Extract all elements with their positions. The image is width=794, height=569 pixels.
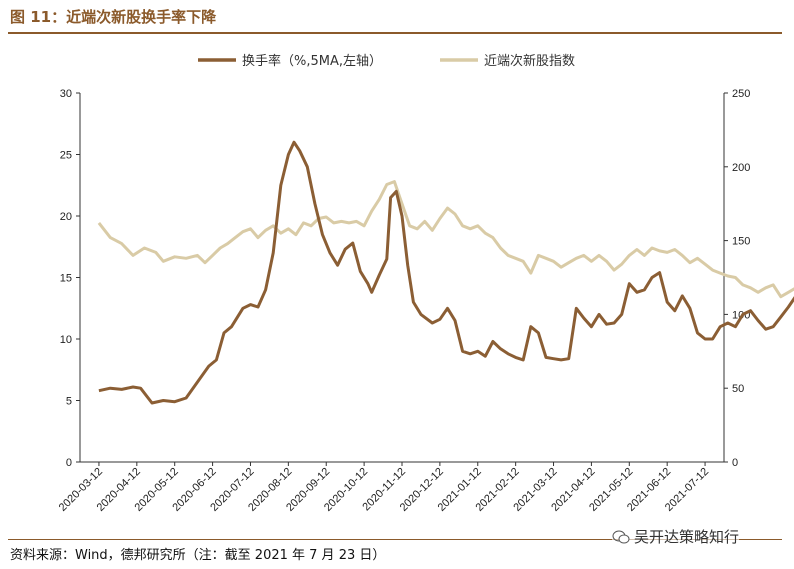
series-line-index [97, 180, 794, 299]
right-tick-label: 50 [732, 383, 744, 395]
right-tick-label: 150 [732, 236, 750, 248]
axes: 0510152025300501001502002502020-03-12202… [57, 88, 751, 514]
left-tick-label: 25 [60, 150, 72, 162]
legend: 换手率（%,5MA,左轴） 近端次新股指数 [198, 53, 575, 69]
left-tick-label: 15 [60, 273, 72, 285]
footer-divider [8, 539, 782, 540]
watermark: 吴开达策略知行 [612, 526, 740, 547]
right-tick-label: 200 [732, 162, 750, 174]
watermark-text: 吴开达策略知行 [634, 528, 740, 546]
left-tick-label: 30 [60, 88, 72, 100]
wechat-icon [612, 530, 630, 543]
legend-item-index-label: 近端次新股指数 [484, 53, 575, 69]
turnover-index-chart: 换手率（%,5MA,左轴） 近端次新股指数 0510152025300501001… [57, 53, 794, 514]
plot-area [97, 140, 794, 405]
left-tick-label: 20 [60, 211, 72, 223]
left-tick-label: 0 [66, 457, 72, 469]
chart-title: 图 11：近端次新股换手率下降 [10, 8, 217, 26]
source-note: 资料来源：Wind，德邦研究所（注：截至 2021 年 7 月 23 日） [10, 548, 386, 563]
left-tick-label: 5 [66, 396, 72, 408]
right-tick-label: 250 [732, 88, 750, 100]
title-divider [8, 32, 782, 34]
right-tick-label: 0 [732, 457, 738, 469]
legend-item-turnover-label: 换手率（%,5MA,左轴） [242, 53, 382, 69]
left-tick-label: 10 [60, 334, 72, 346]
series-line-turnover [98, 140, 794, 405]
